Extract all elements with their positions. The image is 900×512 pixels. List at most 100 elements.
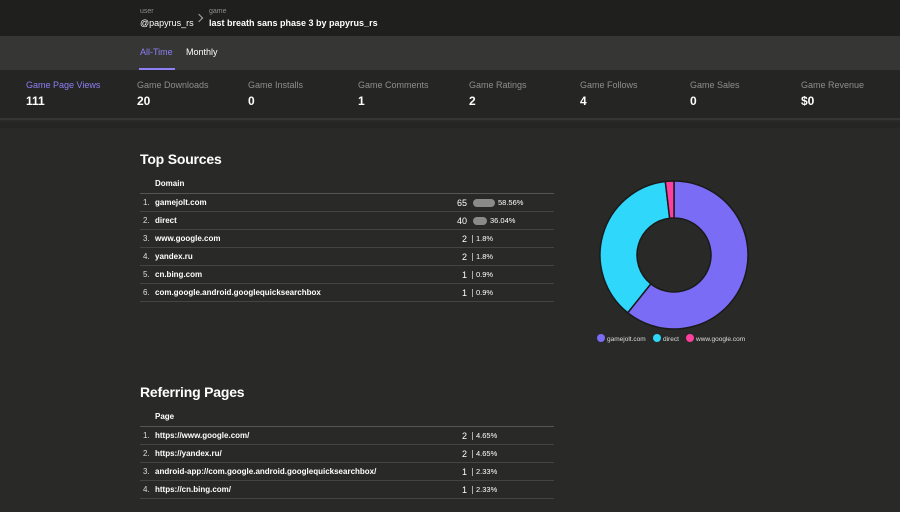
row-index: 3. [143,234,150,243]
row-name[interactable]: com.google.android.googlequicksearchbox [155,288,321,297]
row-percent: 2.33% [476,485,498,494]
stat-value: 2 [469,94,476,108]
stat-installs[interactable]: Game Installs 0 [248,79,303,109]
breadcrumb-user[interactable]: user @papyrus_rs [140,8,194,29]
table-row: 5. cn.bing.com 1 0.9% [140,266,554,284]
row-name[interactable]: android-app://com.google.android.googleq… [155,467,377,476]
percent-bar [472,253,473,261]
section-title-referring-pages: Referring Pages [140,384,245,400]
legend-label: www.google.com [696,336,746,343]
row-name[interactable]: direct [155,216,177,225]
pie-slice-gamejolt-com[interactable] [626,180,749,330]
row-count: 2 [461,449,467,459]
row-percent: 4.65% [476,431,498,440]
row-name[interactable]: https://yandex.ru/ [155,449,222,458]
row-index: 2. [143,216,150,225]
stat-value: 4 [580,94,587,108]
pie-slice-direct[interactable] [599,180,671,314]
stat-revenue[interactable]: Game Revenue $0 [801,79,864,109]
breadcrumb-game[interactable]: game last breath sans phase 3 by papyrus… [209,8,378,29]
row-percent: 4.65% [476,449,498,458]
percent-bar [472,486,473,494]
row-count: 2 [461,431,467,441]
divider [0,122,900,128]
row-count: 2 [461,234,467,244]
row-count: 1 [461,485,467,495]
breadcrumb-game-label: game [209,8,227,15]
percent-bar [472,235,473,243]
table-row: 1. gamejolt.com 65 58.56% [140,194,554,212]
percent-bar [473,217,487,225]
stat-label: Game Page Views [26,80,101,90]
breadcrumb: user @papyrus_rs game last breath sans p… [0,0,900,36]
legend-item[interactable]: gamejolt.com [597,334,646,345]
percent-bar [472,450,473,458]
row-name[interactable]: yandex.ru [155,252,193,261]
table-row: 2. https://yandex.ru/2 4.65% [140,445,554,463]
top-sources-pie-chart [599,180,749,330]
row-count: 2 [461,252,467,262]
table-row: 2. direct 40 36.04% [140,212,554,230]
stat-follows[interactable]: Game Follows 4 [580,79,638,109]
row-index: 1. [143,431,150,440]
stat-label: Game Downloads [137,80,209,90]
legend-item[interactable]: www.google.com [686,334,746,345]
breadcrumb-user-label: user [140,8,154,15]
stat-value: 111 [26,94,45,108]
row-name[interactable]: https://cn.bing.com/ [155,485,231,494]
percent-bar [472,289,473,297]
table-row: 4. yandex.ru 2 1.8% [140,248,554,266]
stat-label: Game Sales [690,80,740,90]
tab-monthly[interactable]: Monthly [186,47,218,57]
row-count: 1 [461,467,467,477]
tab-active-indicator [139,68,175,70]
row-count: 1 [461,270,467,280]
row-count: 65 [456,198,467,208]
row-percent: 0.9% [476,288,494,297]
stat-page-views[interactable]: Game Page Views 111 [26,79,100,109]
table-row: 6. com.google.android.googlequicksearchbo… [140,284,554,302]
stat-label: Game Follows [580,80,638,90]
row-name[interactable]: gamejolt.com [155,198,207,207]
section-title-top-sources: Top Sources [140,151,222,167]
breadcrumb-game-value[interactable]: last breath sans phase 3 by papyrus_rs [209,18,378,28]
stat-label: Game Revenue [801,80,865,90]
legend-label: gamejolt.com [607,336,646,343]
percent-bar [473,199,495,207]
stat-downloads[interactable]: Game Downloads 20 [137,79,209,109]
legend-dot-icon [597,334,605,343]
stat-value: 20 [137,94,151,108]
stat-ratings[interactable]: Game Ratings 2 [469,79,527,109]
row-percent: 2.33% [476,467,498,476]
breadcrumb-user-value[interactable]: @papyrus_rs [140,18,194,28]
percent-bar [472,271,473,279]
tab-bar: All-Time Monthly [0,36,900,70]
row-name[interactable]: www.google.com [155,234,221,243]
stat-value: 0 [690,94,697,108]
legend-dot-icon [653,334,661,343]
legend-item[interactable]: direct [653,334,679,345]
stat-label: Game Installs [248,80,304,90]
top-sources-table: Domain 1. gamejolt.com 65 58.56% 2. direct 40 3… [140,176,554,302]
tab-all-time[interactable]: All-Time [140,47,173,57]
row-name[interactable]: https://www.google.com/ [155,431,250,440]
row-name[interactable]: cn.bing.com [155,270,203,279]
table-row: 4. https://cn.bing.com/1 2.33% [140,481,554,499]
table-row: 3. android-app://com.google.android.googl… [140,463,554,481]
row-count: 1 [461,288,467,298]
row-percent: 0.9% [476,270,494,279]
legend-label: direct [663,336,679,343]
row-percent: 1.8% [476,234,494,243]
pie-slice-www-google-com[interactable] [664,180,675,220]
table-row: 3. www.google.com 2 1.8% [140,230,554,248]
stat-comments[interactable]: Game Comments 1 [358,79,429,109]
stat-sales[interactable]: Game Sales 0 [690,79,740,109]
column-header-page: Page [140,409,554,427]
stat-value: 1 [358,94,365,108]
row-index: 5. [143,270,150,279]
row-index: 3. [143,467,150,476]
row-index: 1. [143,198,150,207]
row-percent: 1.8% [476,252,494,261]
stat-value: $0 [801,94,815,108]
row-index: 4. [143,252,150,261]
